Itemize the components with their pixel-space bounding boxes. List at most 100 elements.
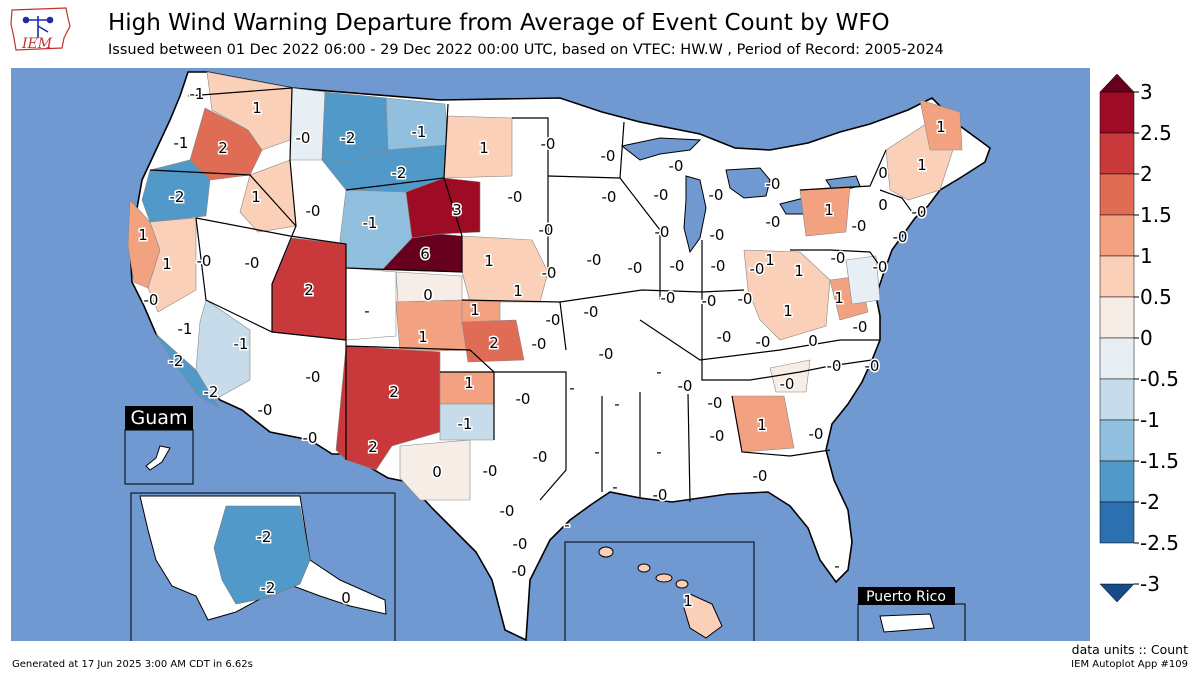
region-w-colorado [345, 267, 397, 341]
colorbar-tick-label: 1.5 [1140, 203, 1172, 227]
wfo-value-label: -1 [412, 123, 427, 141]
wfo-value-label: 1 [765, 251, 775, 269]
weather-station-icon [22, 16, 54, 38]
wfo-value-label: -0 [711, 257, 726, 275]
guam-label: Guam [131, 407, 188, 429]
puerto-rico-label: Puerto Rico [866, 589, 946, 605]
wfo-value-label: 1 [824, 201, 834, 219]
colorbar-tick-label: -0.5 [1140, 367, 1179, 391]
colorbar-tick-label: 0 [1140, 326, 1153, 350]
wfo-value-label: -1 [178, 320, 193, 338]
wfo-value-label: 0 [432, 463, 442, 481]
wfo-value-label: - [569, 379, 574, 397]
wfo-value-label: 1 [917, 156, 927, 174]
colorbar-tick-label: 3 [1140, 80, 1153, 104]
colorbar-bin [1099, 73, 1135, 93]
wfo-value-label: -0 [542, 264, 557, 282]
region-ne-ohio [845, 255, 881, 305]
wfo-value-label: 6 [420, 245, 430, 263]
region-west-texas [399, 439, 471, 501]
wfo-value-label: - [612, 478, 617, 496]
colorbar-bin [1099, 296, 1135, 339]
wfo-value-label: -0 [587, 251, 602, 269]
region-nebraska [461, 235, 549, 303]
wfo-value-label: 2 [218, 139, 228, 157]
colorbar-bins [1099, 73, 1135, 603]
colorbar-tick-label: -3 [1140, 572, 1160, 596]
wfo-value-label: -1 [363, 214, 378, 232]
wfo-value-label: 0 [423, 286, 433, 304]
page-subtitle: Issued between 01 Dec 2022 06:00 - 29 De… [108, 42, 944, 58]
region-w-montana-cool [289, 87, 326, 161]
wfo-value-label: -2 [392, 164, 407, 182]
wfo-value-label: -0 [853, 318, 868, 336]
wfo-value-label: -0 [653, 486, 668, 504]
wfo-value-label: -0 [483, 462, 498, 480]
wfo-value-labels: -11-0 -2 -11 -0-0-0-1 2-2-2 1-0-13-0 -0 -0 -0-00… [137, 84, 948, 612]
guam-inset: Guam [124, 406, 194, 485]
wfo-value-label: 1 [936, 118, 946, 136]
alaska-region [213, 505, 311, 605]
colorbar-bin [1099, 337, 1135, 380]
wfo-value-label: 1 [251, 188, 261, 206]
wfo-value-label: -0 [306, 202, 321, 220]
iem-logo: IEM [10, 7, 71, 52]
colorbar-tick-label: -2.5 [1140, 531, 1179, 555]
wfo-value-label: 1 [834, 289, 844, 307]
wfo-value-label: -0 [710, 427, 725, 445]
wfo-value-label: -0 [753, 467, 768, 485]
colorbar: 3 2.5 2 1.5 1 0.5 0 -0.5 -1 -1.5 -2 -2.5 -3 [1099, 73, 1179, 603]
wfo-value-label: -0 [533, 448, 548, 466]
wfo-value-label: 1 [683, 592, 693, 610]
wfo-value-label: -0 [500, 502, 515, 520]
wfo-value-label: 1 [464, 374, 474, 392]
region-w-kansas-north [461, 299, 501, 325]
region-se-oregon [239, 159, 297, 233]
wfo-value-label: -0 [756, 333, 771, 351]
wfo-value-label: 1 [418, 328, 428, 346]
colorbar-ticks: 3 2.5 2 1.5 1 0.5 0 -0.5 -1 -1.5 -2 -2.5 -3 [1134, 80, 1179, 596]
wfo-value-label: -0 [306, 368, 321, 386]
wfo-value-label: -0 [669, 157, 684, 175]
wfo-value-label: -0 [245, 254, 260, 272]
wfo-value-label: 3 [452, 201, 462, 219]
wfo-value-label: 1 [513, 282, 523, 300]
wfo-value-label: -0 [852, 217, 867, 235]
colorbar-bin [1099, 91, 1135, 134]
map: Guam Puerto Rico -11-0 -2 -11 -0-0-0-1 2-2-2… [11, 68, 1090, 641]
page-title: High Wind Warning Departure from Average… [108, 10, 890, 36]
data-units-label: data units :: Count [1071, 642, 1188, 657]
wfo-value-label: -0 [670, 257, 685, 275]
wfo-value-label: -0 [831, 249, 846, 267]
wfo-value-label: 1 [794, 262, 804, 280]
wfo-value-label: -0 [766, 175, 781, 193]
wfo-regions [127, 71, 963, 501]
colorbar-bin [1099, 460, 1135, 503]
wfo-value-label: -1 [234, 335, 249, 353]
generated-timestamp: Generated at 17 Jun 2025 3:00 AM CDT in … [12, 659, 253, 670]
wfo-value-label: -0 [628, 259, 643, 277]
wfo-value-label: 1 [783, 302, 793, 320]
wfo-value-label: - [614, 395, 619, 413]
wfo-value-label: -0 [512, 562, 527, 580]
wfo-value-label: -0 [865, 357, 880, 375]
wfo-value-label: -0 [780, 375, 795, 393]
region-w-kansas-south [461, 319, 525, 363]
wfo-value-label: -0 [827, 357, 842, 375]
wfo-value-label: - [594, 443, 599, 461]
colorbar-tick-label: 2 [1140, 162, 1153, 186]
colorbar-tick-label: -1 [1140, 408, 1160, 432]
wfo-value-label: -0 [303, 429, 318, 447]
state-boundaries [149, 87, 913, 503]
wfo-value-label: 2 [304, 281, 314, 299]
wfo-value-label: -0 [661, 289, 676, 307]
wfo-value-label: -0 [766, 213, 781, 231]
wfo-value-label: -0 [601, 147, 616, 165]
wfo-value-label: -2 [341, 129, 356, 147]
wfo-value-label: -0 [296, 129, 311, 147]
wfo-value-label: -0 [197, 252, 212, 270]
wfo-value-label: -0 [541, 135, 556, 153]
wfo-value-label: - [656, 443, 661, 461]
wfo-value-label: -0 [809, 425, 824, 443]
wfo-value-label: -0 [602, 188, 617, 206]
